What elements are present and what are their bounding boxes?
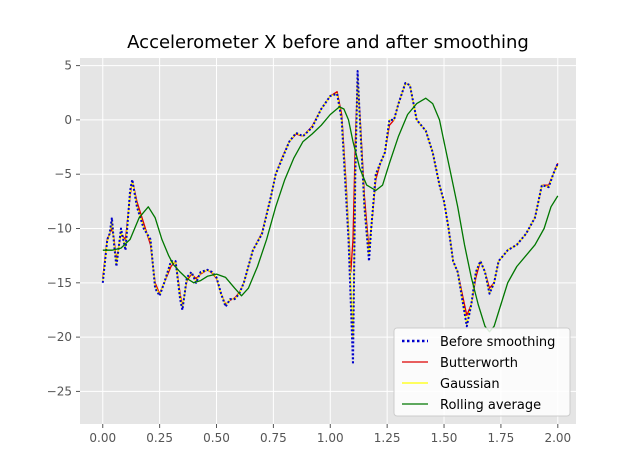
x-tick-label: 1.50 [431, 431, 458, 445]
legend-label: Before smoothing [440, 335, 555, 350]
x-tick-label: 1.25 [374, 431, 401, 445]
x-axis-ticks: 0.00 0.25 0.50 0.75 1.00 1.25 1.50 1.75 2.00 [89, 424, 571, 445]
x-tick-label: 0.75 [260, 431, 287, 445]
x-tick-label: 1.75 [488, 431, 515, 445]
y-tick-label: 0 [64, 113, 72, 127]
y-tick-label: 5 [64, 59, 72, 73]
x-tick-label: 2.00 [544, 431, 571, 445]
series-lines [101, 70, 559, 366]
x-tick-label: 0.00 [89, 431, 116, 445]
chart-title: Accelerometer X before and after smoothi… [127, 32, 529, 53]
legend-label: Butterworth [440, 356, 518, 371]
y-tick-label: −5 [54, 167, 72, 181]
series-line-before-smoothing [101, 70, 559, 366]
legend: Before smoothing Butterworth Gaussian Rolli… [393, 327, 571, 417]
y-tick-label: −20 [47, 330, 72, 344]
series-line-rolling-average [102, 97, 559, 333]
x-tick-label: 0.50 [203, 431, 230, 445]
y-tick-label: −15 [47, 276, 72, 290]
y-tick-label: −25 [47, 384, 72, 398]
grid-lines [80, 58, 576, 424]
y-tick-label: −10 [47, 222, 72, 236]
legend-label: Rolling average [440, 398, 541, 413]
legend-label: Gaussian [440, 377, 500, 392]
x-tick-label: 1.00 [317, 431, 344, 445]
x-tick-label: 0.25 [146, 431, 173, 445]
legend-box [393, 327, 571, 417]
y-axis-ticks: 5 0 −5 −10 −15 −20 −25 [47, 59, 80, 398]
